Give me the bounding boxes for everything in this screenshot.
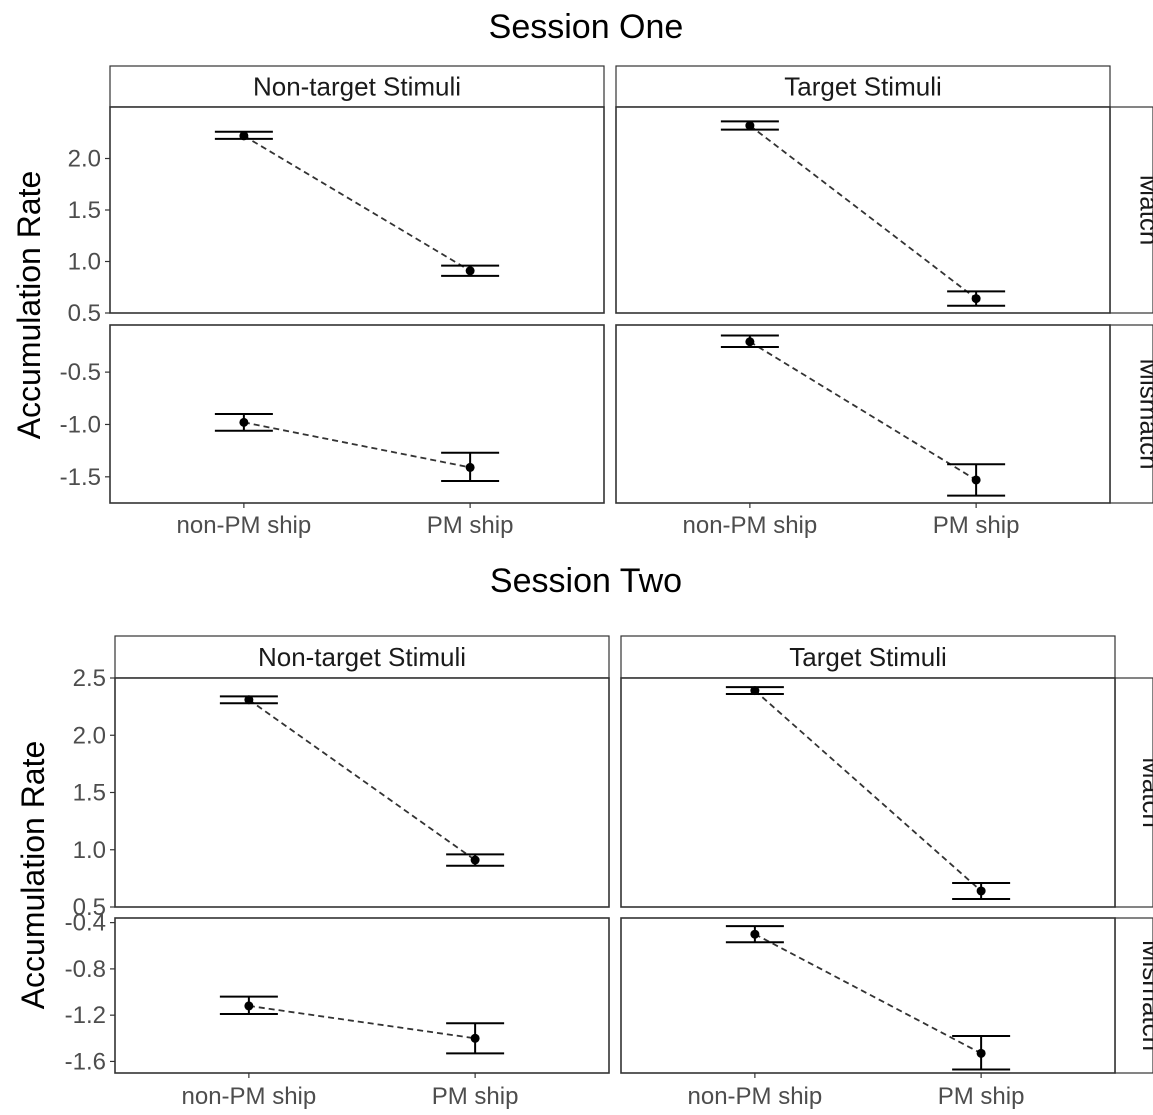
y-tick-label: -1.5 (60, 464, 101, 491)
x-tick-label: PM ship (933, 512, 1020, 539)
panel-border (616, 107, 1110, 313)
y-tick-label: -0.4 (65, 910, 106, 937)
panel-border (110, 325, 604, 503)
y-tick-label: -1.2 (65, 1002, 106, 1029)
data-point (750, 930, 759, 939)
y-tick-label: -0.8 (65, 956, 106, 983)
y-tick-label: -1.6 (65, 1048, 106, 1075)
data-point (239, 418, 248, 427)
session-title: Session One (489, 8, 684, 46)
data-point (471, 1034, 480, 1043)
x-tick-label: non-PM ship (683, 512, 818, 539)
panel-border (621, 918, 1115, 1073)
y-axis-title: Accumulation Rate (11, 171, 47, 440)
x-tick-label: PM ship (938, 1083, 1025, 1110)
y-tick-label: 1.5 (68, 197, 101, 224)
data-point (239, 131, 248, 140)
panel-border (621, 678, 1115, 907)
data-point (244, 695, 253, 704)
data-point (750, 686, 759, 695)
facet-strip-column-label: Non-target Stimuli (253, 72, 461, 102)
panel-border (115, 678, 609, 907)
facet-strip-row-label: Match (1137, 757, 1153, 828)
data-point (466, 463, 475, 472)
data-point (972, 475, 981, 484)
session-title: Session Two (490, 562, 682, 600)
x-tick-label: non-PM ship (182, 1083, 317, 1110)
facet-strip-column-label: Target Stimuli (784, 72, 942, 102)
y-tick-label: 2.5 (73, 665, 106, 692)
panel-border (110, 107, 604, 313)
x-tick-label: non-PM ship (688, 1083, 823, 1110)
y-axis-title: Accumulation Rate (15, 741, 51, 1010)
y-tick-label: -0.5 (60, 359, 101, 386)
data-point (244, 1001, 253, 1010)
data-point (977, 1049, 986, 1058)
y-tick-label: 1.0 (68, 249, 101, 276)
x-tick-label: non-PM ship (177, 512, 312, 539)
facet-strip-column-label: Non-target Stimuli (258, 642, 466, 672)
data-point (466, 266, 475, 275)
facet-strip-row-label: Mismatch (1135, 358, 1153, 469)
data-point (471, 856, 480, 865)
data-point (745, 337, 754, 346)
panel-border (616, 325, 1110, 503)
panel-border (115, 918, 609, 1073)
y-tick-label: 2.0 (73, 722, 106, 749)
facet-strip-row-label: Match (1135, 175, 1153, 246)
y-tick-label: 1.0 (73, 837, 106, 864)
y-tick-label: -1.0 (60, 411, 101, 438)
data-point (745, 121, 754, 130)
data-point (972, 294, 981, 303)
facet-strip-column-label: Target Stimuli (789, 642, 947, 672)
x-tick-label: PM ship (432, 1083, 519, 1110)
x-tick-label: PM ship (427, 512, 514, 539)
data-point (977, 886, 986, 895)
facet-strip-row-label: Mismatch (1137, 940, 1153, 1051)
y-tick-label: 0.5 (68, 300, 101, 327)
y-tick-label: 2.0 (68, 146, 101, 173)
y-tick-label: 1.5 (73, 780, 106, 807)
